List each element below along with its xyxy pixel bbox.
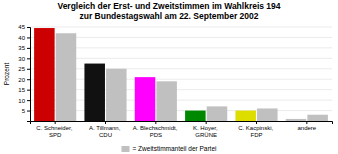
bar xyxy=(235,111,256,121)
x-tick-mark xyxy=(206,121,207,124)
x-tick: K. Hoyer, GRÜNE xyxy=(193,121,219,138)
x-axis-line xyxy=(31,122,333,125)
y-tick-label: 10 xyxy=(18,98,25,104)
x-tick-label: C. Schneider, SPD xyxy=(36,125,74,138)
legend-label: = Zweitstimmanteil der Partei xyxy=(133,145,217,152)
x-axis: C. Schneider, SPD A. Tillmann, CDU A. Blec… xyxy=(31,121,333,138)
y-tick: 35 xyxy=(18,45,30,51)
subtitle: zur Bundestagswahl am 22. September 2002 xyxy=(79,11,258,21)
y-label: Prozent xyxy=(3,63,10,86)
y-tick-mark xyxy=(27,100,30,101)
x-tick: andere xyxy=(297,121,316,131)
y-tick: 40 xyxy=(18,35,30,41)
x-tick-mark xyxy=(256,121,257,124)
x-tick: A. Tillmann, CDU xyxy=(89,121,122,138)
x-tick: C. Schneider, SPD xyxy=(36,121,74,138)
x-tick-label: andere xyxy=(297,125,316,131)
bars xyxy=(34,28,328,121)
y-tick: 30 xyxy=(18,56,30,62)
bar xyxy=(307,115,328,121)
y-tick-label: 45 xyxy=(18,24,25,30)
y-tick-label: 5 xyxy=(22,108,26,114)
bar xyxy=(106,69,127,121)
y-tick-mark xyxy=(27,58,30,59)
title: Vergleich der Erst- und Zweitstimmen im … xyxy=(57,1,280,11)
y-axis: 5 10 15 20 25 30 35 40 45 xyxy=(18,24,30,121)
chart: Vergleich der Erst- und Zweitstimmen im … xyxy=(0,0,338,154)
y-tick-label: 30 xyxy=(18,56,25,62)
bar xyxy=(286,119,307,121)
x-tick-label: K. Hoyer, GRÜNE xyxy=(193,125,219,138)
y-tick-mark xyxy=(27,27,30,28)
x-tick: C. Kacpinski, FDP xyxy=(238,121,275,138)
legend-swatch xyxy=(122,146,130,152)
y-tick-mark xyxy=(27,79,30,80)
y-tick: 5 xyxy=(22,108,30,114)
y-tick: 15 xyxy=(18,87,30,93)
x-tick: A. Blechschmidt, PDS xyxy=(133,121,179,138)
y-tick-label: 15 xyxy=(18,87,25,93)
x-tick-label: A. Tillmann, CDU xyxy=(89,125,122,138)
legend: = Zweitstimmanteil der Partei xyxy=(122,145,217,152)
x-tick-mark xyxy=(306,121,307,124)
grid-line xyxy=(30,27,332,28)
y-tick-label: 25 xyxy=(18,66,25,72)
x-tick-mark xyxy=(55,121,56,124)
y-tick-mark xyxy=(27,48,30,49)
x-tick-mark xyxy=(155,121,156,124)
y-tick-label: 35 xyxy=(18,45,25,51)
y-tick-mark xyxy=(27,69,30,70)
bar xyxy=(34,28,55,121)
y-tick-label: 20 xyxy=(18,77,25,83)
plot: 5 10 15 20 25 30 35 40 45 C. Schneider, SPD A. Til… xyxy=(18,24,332,137)
y-tick-mark xyxy=(27,111,30,112)
y-tick-mark xyxy=(27,90,30,91)
bar xyxy=(156,81,177,121)
y-tick: 10 xyxy=(18,98,30,104)
legend-item: = Zweitstimmanteil der Partei xyxy=(122,145,217,152)
bar xyxy=(135,77,156,121)
y-tick-label: 40 xyxy=(18,35,25,41)
x-tick-label: A. Blechschmidt, PDS xyxy=(133,125,179,138)
bar xyxy=(207,106,228,121)
bar xyxy=(56,33,77,121)
y-tick: 25 xyxy=(18,66,30,72)
y-axis-line xyxy=(27,28,31,122)
x-tick-label: C. Kacpinski, FDP xyxy=(238,125,275,138)
y-tick: 45 xyxy=(18,24,30,30)
bar xyxy=(84,64,105,121)
bar xyxy=(257,108,278,121)
y-tick-mark xyxy=(27,37,30,38)
y-tick: 20 xyxy=(18,77,30,83)
bar xyxy=(185,111,206,121)
x-tick-mark xyxy=(105,121,106,124)
